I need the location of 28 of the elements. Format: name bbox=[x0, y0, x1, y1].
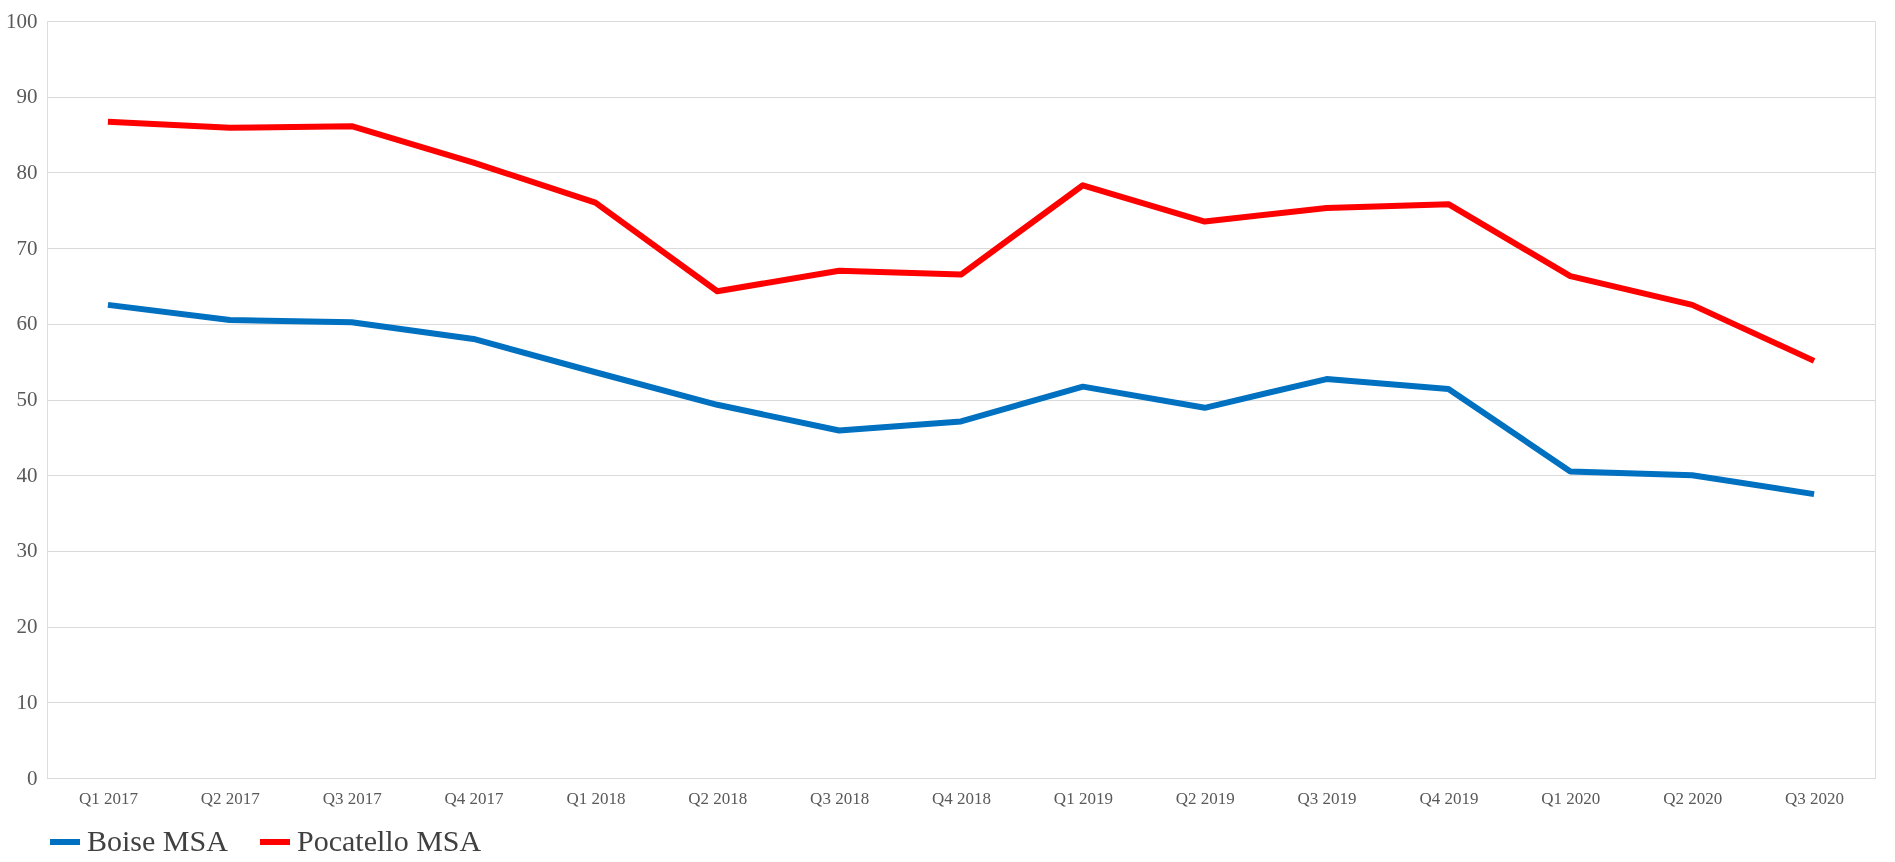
y-tick-label: 30 bbox=[16, 538, 38, 563]
y-tick-label: 20 bbox=[16, 614, 38, 639]
x-tick-label: Q1 2020 bbox=[1541, 788, 1601, 808]
x-tick-label: Q4 2017 bbox=[444, 788, 505, 808]
x-tick-label: Q3 2020 bbox=[1785, 788, 1845, 808]
y-tick-label: 50 bbox=[16, 387, 38, 411]
x-tick-label: Q2 2018 bbox=[688, 788, 748, 808]
y-tick-label: 90 bbox=[16, 84, 38, 109]
x-tick-label: Q1 2017 bbox=[78, 788, 139, 808]
x-tick-label: Q2 2019 bbox=[1175, 788, 1235, 808]
x-tick-label: Q1 2019 bbox=[1053, 788, 1113, 808]
y-tick-label: 10 bbox=[16, 689, 38, 714]
x-tick-label: Q2 2020 bbox=[1663, 788, 1723, 808]
legend-label: Pocatello MSA bbox=[297, 824, 482, 857]
y-tick-label: 0 bbox=[27, 765, 38, 790]
x-tick-label: Q1 2018 bbox=[566, 788, 626, 808]
y-tick-label: 100 bbox=[6, 8, 38, 33]
y-tick-label: 80 bbox=[16, 159, 38, 184]
y-tick-label: 60 bbox=[16, 311, 38, 336]
x-tick-label: Q3 2019 bbox=[1297, 788, 1357, 808]
x-tick-label: Q3 2018 bbox=[810, 788, 870, 808]
x-tick-label: Q4 2019 bbox=[1419, 788, 1479, 808]
y-tick-label: 70 bbox=[16, 235, 38, 260]
legend-label: Boise MSA bbox=[87, 824, 229, 857]
x-tick-label: Q3 2017 bbox=[322, 788, 383, 808]
x-tick-label: Q4 2018 bbox=[931, 788, 992, 808]
y-tick-label: 40 bbox=[16, 462, 38, 487]
x-tick-label: Q2 2017 bbox=[200, 788, 261, 808]
